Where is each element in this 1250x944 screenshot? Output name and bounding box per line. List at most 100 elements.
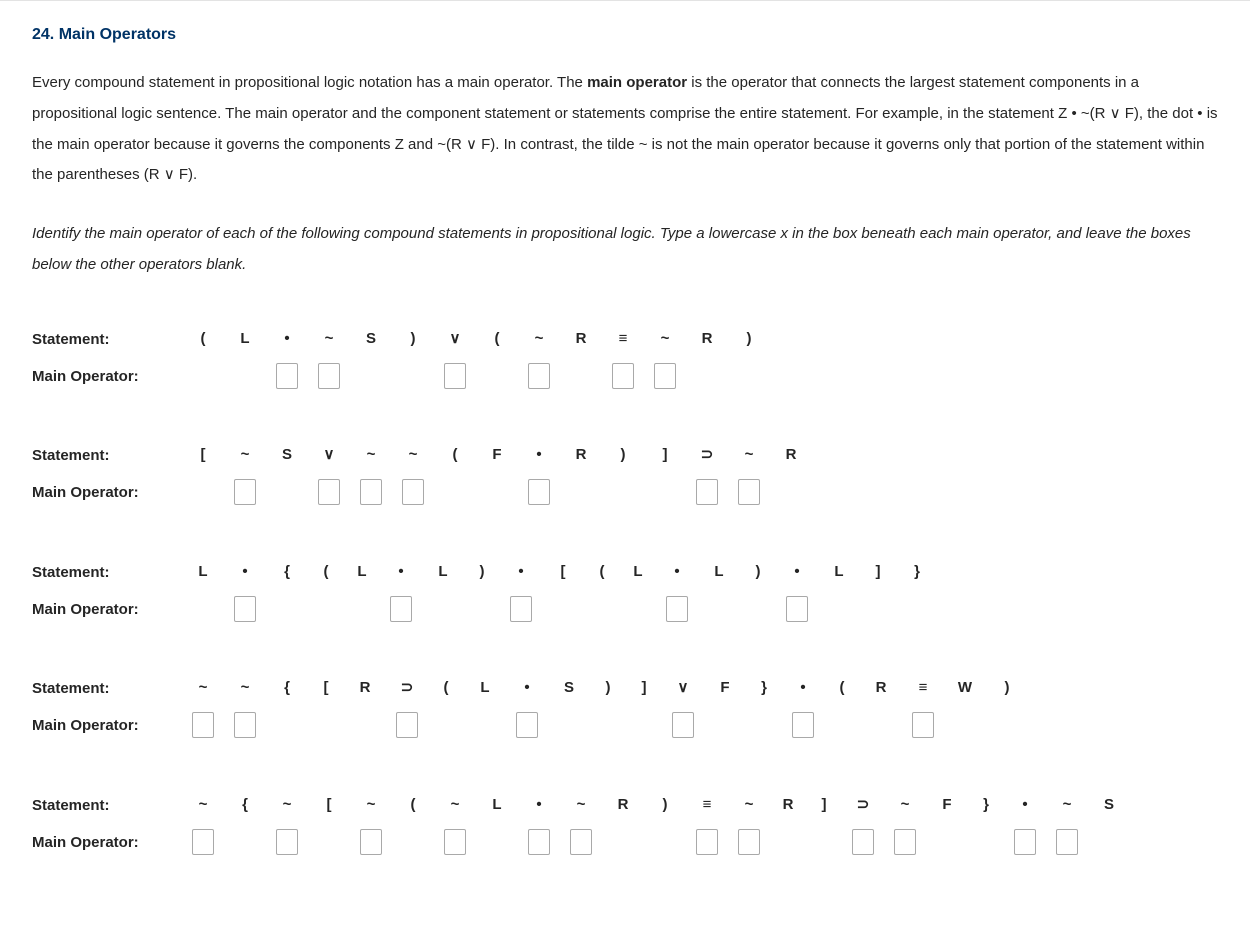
symbol: ≡ xyxy=(686,790,728,819)
symbol: ( xyxy=(434,440,476,469)
answer-input[interactable] xyxy=(792,712,814,738)
problem: Statement:~~{[R⊃(L•S)]∨F}•(R≡W)Main Oper… xyxy=(32,672,1218,741)
answer-slot xyxy=(902,712,944,738)
symbol: L xyxy=(620,557,656,586)
instructions-paragraph: Identify the main operator of each of th… xyxy=(32,219,1218,281)
answer-input[interactable] xyxy=(570,829,592,855)
answer-slot xyxy=(842,829,884,855)
symbol: L xyxy=(698,557,740,586)
statement-label: Statement: xyxy=(32,323,182,354)
answer-input[interactable] xyxy=(390,596,412,622)
symbol: [ xyxy=(308,673,344,702)
symbol: ] xyxy=(860,557,896,586)
symbol: ~ xyxy=(350,440,392,469)
answer-input[interactable] xyxy=(1014,829,1036,855)
answer-input[interactable] xyxy=(852,829,874,855)
main-operator-row: Main Operator: xyxy=(32,593,1218,624)
symbol: { xyxy=(224,790,266,819)
answer-input[interactable] xyxy=(444,363,466,389)
answer-input[interactable] xyxy=(666,596,688,622)
symbol: ~ xyxy=(182,790,224,819)
answer-input[interactable] xyxy=(738,479,760,505)
answer-input[interactable] xyxy=(516,712,538,738)
answer-input[interactable] xyxy=(360,829,382,855)
main-operator-label: Main Operator: xyxy=(32,709,182,740)
answer-input[interactable] xyxy=(612,363,634,389)
answer-input[interactable] xyxy=(528,829,550,855)
symbol: ⊃ xyxy=(386,673,428,702)
symbols-strip: ~~{[R⊃(L•S)]∨F}•(R≡W) xyxy=(182,673,1028,702)
answer-input[interactable] xyxy=(192,712,214,738)
answer-input[interactable] xyxy=(696,479,718,505)
symbol: ~ xyxy=(224,673,266,702)
symbol: R xyxy=(602,790,644,819)
symbol: L xyxy=(476,790,518,819)
main-operator-label: Main Operator: xyxy=(32,360,182,391)
symbol: F xyxy=(704,673,746,702)
symbol: ( xyxy=(476,324,518,353)
symbol: ) xyxy=(590,673,626,702)
answer-input[interactable] xyxy=(234,712,256,738)
symbol: ( xyxy=(428,673,464,702)
answer-slot xyxy=(662,712,704,738)
problems-container: Statement:(L•~S)∨(~R≡~R)Main Operator:St… xyxy=(32,323,1218,858)
answer-input[interactable] xyxy=(654,363,676,389)
answer-input[interactable] xyxy=(672,712,694,738)
symbol: L xyxy=(182,557,224,586)
symbol: L xyxy=(818,557,860,586)
section-title: 24. Main Operators xyxy=(32,19,1218,50)
answer-input[interactable] xyxy=(402,479,424,505)
answer-strip xyxy=(182,596,938,622)
answer-input[interactable] xyxy=(510,596,532,622)
answer-input[interactable] xyxy=(528,479,550,505)
symbol: ) xyxy=(740,557,776,586)
symbol: ] xyxy=(806,790,842,819)
answer-input[interactable] xyxy=(1056,829,1078,855)
answer-slot xyxy=(266,363,308,389)
symbol: ≡ xyxy=(602,324,644,353)
answer-input[interactable] xyxy=(696,829,718,855)
statement-label: Statement: xyxy=(32,439,182,470)
answer-input[interactable] xyxy=(738,829,760,855)
answer-input[interactable] xyxy=(894,829,916,855)
symbol: • xyxy=(1004,790,1046,819)
symbol: [ xyxy=(182,440,224,469)
symbol: S xyxy=(266,440,308,469)
answer-input[interactable] xyxy=(912,712,934,738)
answer-input[interactable] xyxy=(234,596,256,622)
symbol: W xyxy=(944,673,986,702)
answer-slot xyxy=(518,479,560,505)
symbol: ~ xyxy=(350,790,392,819)
answer-slot xyxy=(350,829,392,855)
answer-slot xyxy=(782,712,824,738)
main-operator-label: Main Operator: xyxy=(32,826,182,857)
statement-row: Statement:(L•~S)∨(~R≡~R) xyxy=(32,323,1218,354)
answer-input[interactable] xyxy=(234,479,256,505)
symbol: ~ xyxy=(728,440,770,469)
answer-input[interactable] xyxy=(318,363,340,389)
answer-slot xyxy=(1004,829,1046,855)
symbol: ) xyxy=(986,673,1028,702)
problem: Statement:L•{(L•L)•[(L•L)•L]}Main Operat… xyxy=(32,556,1218,625)
answer-slot xyxy=(560,829,602,855)
symbol: ) xyxy=(464,557,500,586)
symbol: ~ xyxy=(884,790,926,819)
answer-slot xyxy=(350,479,392,505)
answer-input[interactable] xyxy=(528,363,550,389)
answer-input[interactable] xyxy=(786,596,808,622)
answer-input[interactable] xyxy=(276,829,298,855)
answer-input[interactable] xyxy=(360,479,382,505)
answer-input[interactable] xyxy=(396,712,418,738)
answer-slot xyxy=(500,596,542,622)
symbol: ~ xyxy=(392,440,434,469)
answer-strip xyxy=(182,363,770,389)
symbol: • xyxy=(782,673,824,702)
symbol: L xyxy=(422,557,464,586)
symbol: } xyxy=(968,790,1004,819)
answer-slot xyxy=(224,596,266,622)
symbol: ~ xyxy=(728,790,770,819)
answer-input[interactable] xyxy=(192,829,214,855)
answer-input[interactable] xyxy=(318,479,340,505)
answer-input[interactable] xyxy=(444,829,466,855)
answer-input[interactable] xyxy=(276,363,298,389)
